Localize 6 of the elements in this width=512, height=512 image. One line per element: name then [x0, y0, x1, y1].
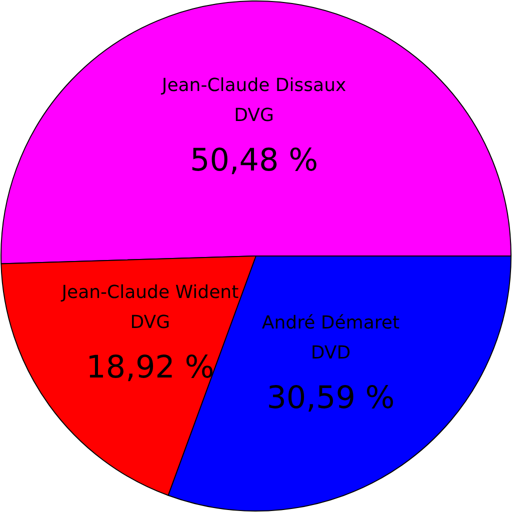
slice-label: André Démaret DVD [262, 312, 400, 364]
data-label: 18,92 % [86, 349, 214, 386]
slice-label: Jean-Claude Wident DVG [60, 282, 239, 333]
data-label: 30,59 % [266, 380, 395, 416]
slice-label: Jean-Claude Dissaux DVG [160, 75, 346, 126]
data-label: 50,48 % [190, 142, 318, 179]
